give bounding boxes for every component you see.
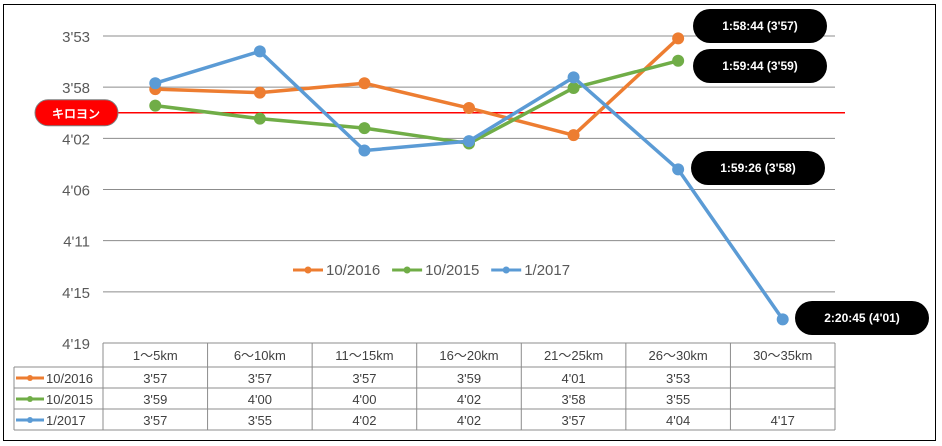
table-cell: 3'57 [248,371,272,386]
data-point [253,86,266,99]
table-row-label: 10/2015 [46,392,93,407]
table-cell: 4'01 [561,371,585,386]
series-line-10/2015 [155,59,679,146]
data-point [463,102,475,115]
y-tick-label: 3'58 [62,80,90,97]
annotation-badge [691,151,825,185]
y-tick-label: 4'11 [63,234,90,251]
chart-frame [3,4,936,441]
table-cell: 3'53 [666,371,690,386]
table-legend-marker [27,417,33,423]
data-point [776,313,789,326]
table-header-cell: 11～15km [335,348,393,363]
legend-marker [304,266,312,274]
series-line-10/2016 [155,37,680,137]
table-cell: 3'57 [561,413,585,428]
legend-label: 10/2015 [425,262,479,279]
data-point [358,77,371,90]
table-cell: 3'57 [352,371,376,386]
annotation-badge [795,301,929,335]
annotation-label: 1:58:44 (3'57) [722,19,798,33]
table-cell: 3'58 [561,392,585,407]
reference-label: キロヨン [52,107,100,121]
table-header-cell: 6～10km [234,348,286,363]
table-cell: 3'57 [143,413,167,428]
table-row-label: 1/2017 [46,413,86,428]
table-cell: 3'55 [248,413,272,428]
table-legend-marker [27,375,33,381]
data-point [253,45,266,58]
table-legend-marker [27,396,33,402]
table-cell: 4'00 [248,392,272,407]
table-header-cell: 30～35km [753,348,812,363]
y-tick-label: 4'15 [62,285,90,302]
reference-label-badge [34,99,119,127]
data-point [358,122,371,135]
y-tick-label: 3'53 [62,29,90,46]
legend-label: 1/2017 [524,262,570,279]
legend-label: 10/2016 [326,262,380,279]
table-cell: 3'57 [143,371,167,386]
data-point [149,77,162,90]
table-header-cell: 1～5km [133,348,178,363]
table-header-cell: 21～25km [544,348,603,363]
annotation-label: 2:20:45 (4'01) [824,311,900,325]
table-header-cell: 26～30km [649,348,708,363]
data-point [672,163,685,176]
data-point [672,54,685,67]
data-point [358,144,371,157]
legend-marker [502,266,510,274]
table-cell: 3'59 [457,371,481,386]
annotation-label: 1:59:44 (3'59) [722,59,798,73]
annotation-badge [693,9,827,43]
table-cell: 4'02 [352,413,376,428]
data-point [567,129,580,142]
data-point [463,135,475,148]
table-cell: 4'00 [352,392,376,407]
data-point [672,32,685,45]
annotation-badge [693,49,827,83]
data-point [149,99,162,112]
y-tick-label: 4'19 [62,336,90,353]
annotation-label: 1:59:26 (3'58) [720,161,796,175]
y-tick-label: 4'02 [62,131,90,148]
y-tick-label: 4'06 [62,183,90,200]
data-point [253,112,266,125]
table-header-cell: 16～20km [439,348,498,363]
data-point [567,71,580,84]
table-row-label: 10/2016 [46,371,93,386]
data-point [567,81,580,94]
table-cell: 3'59 [143,392,167,407]
legend-marker [403,266,411,274]
table-cell: 4'04 [666,413,690,428]
table-cell: 4'17 [771,413,795,428]
table-cell: 3'55 [666,392,690,407]
table-cell: 4'02 [457,413,481,428]
table-cell: 4'02 [457,392,481,407]
